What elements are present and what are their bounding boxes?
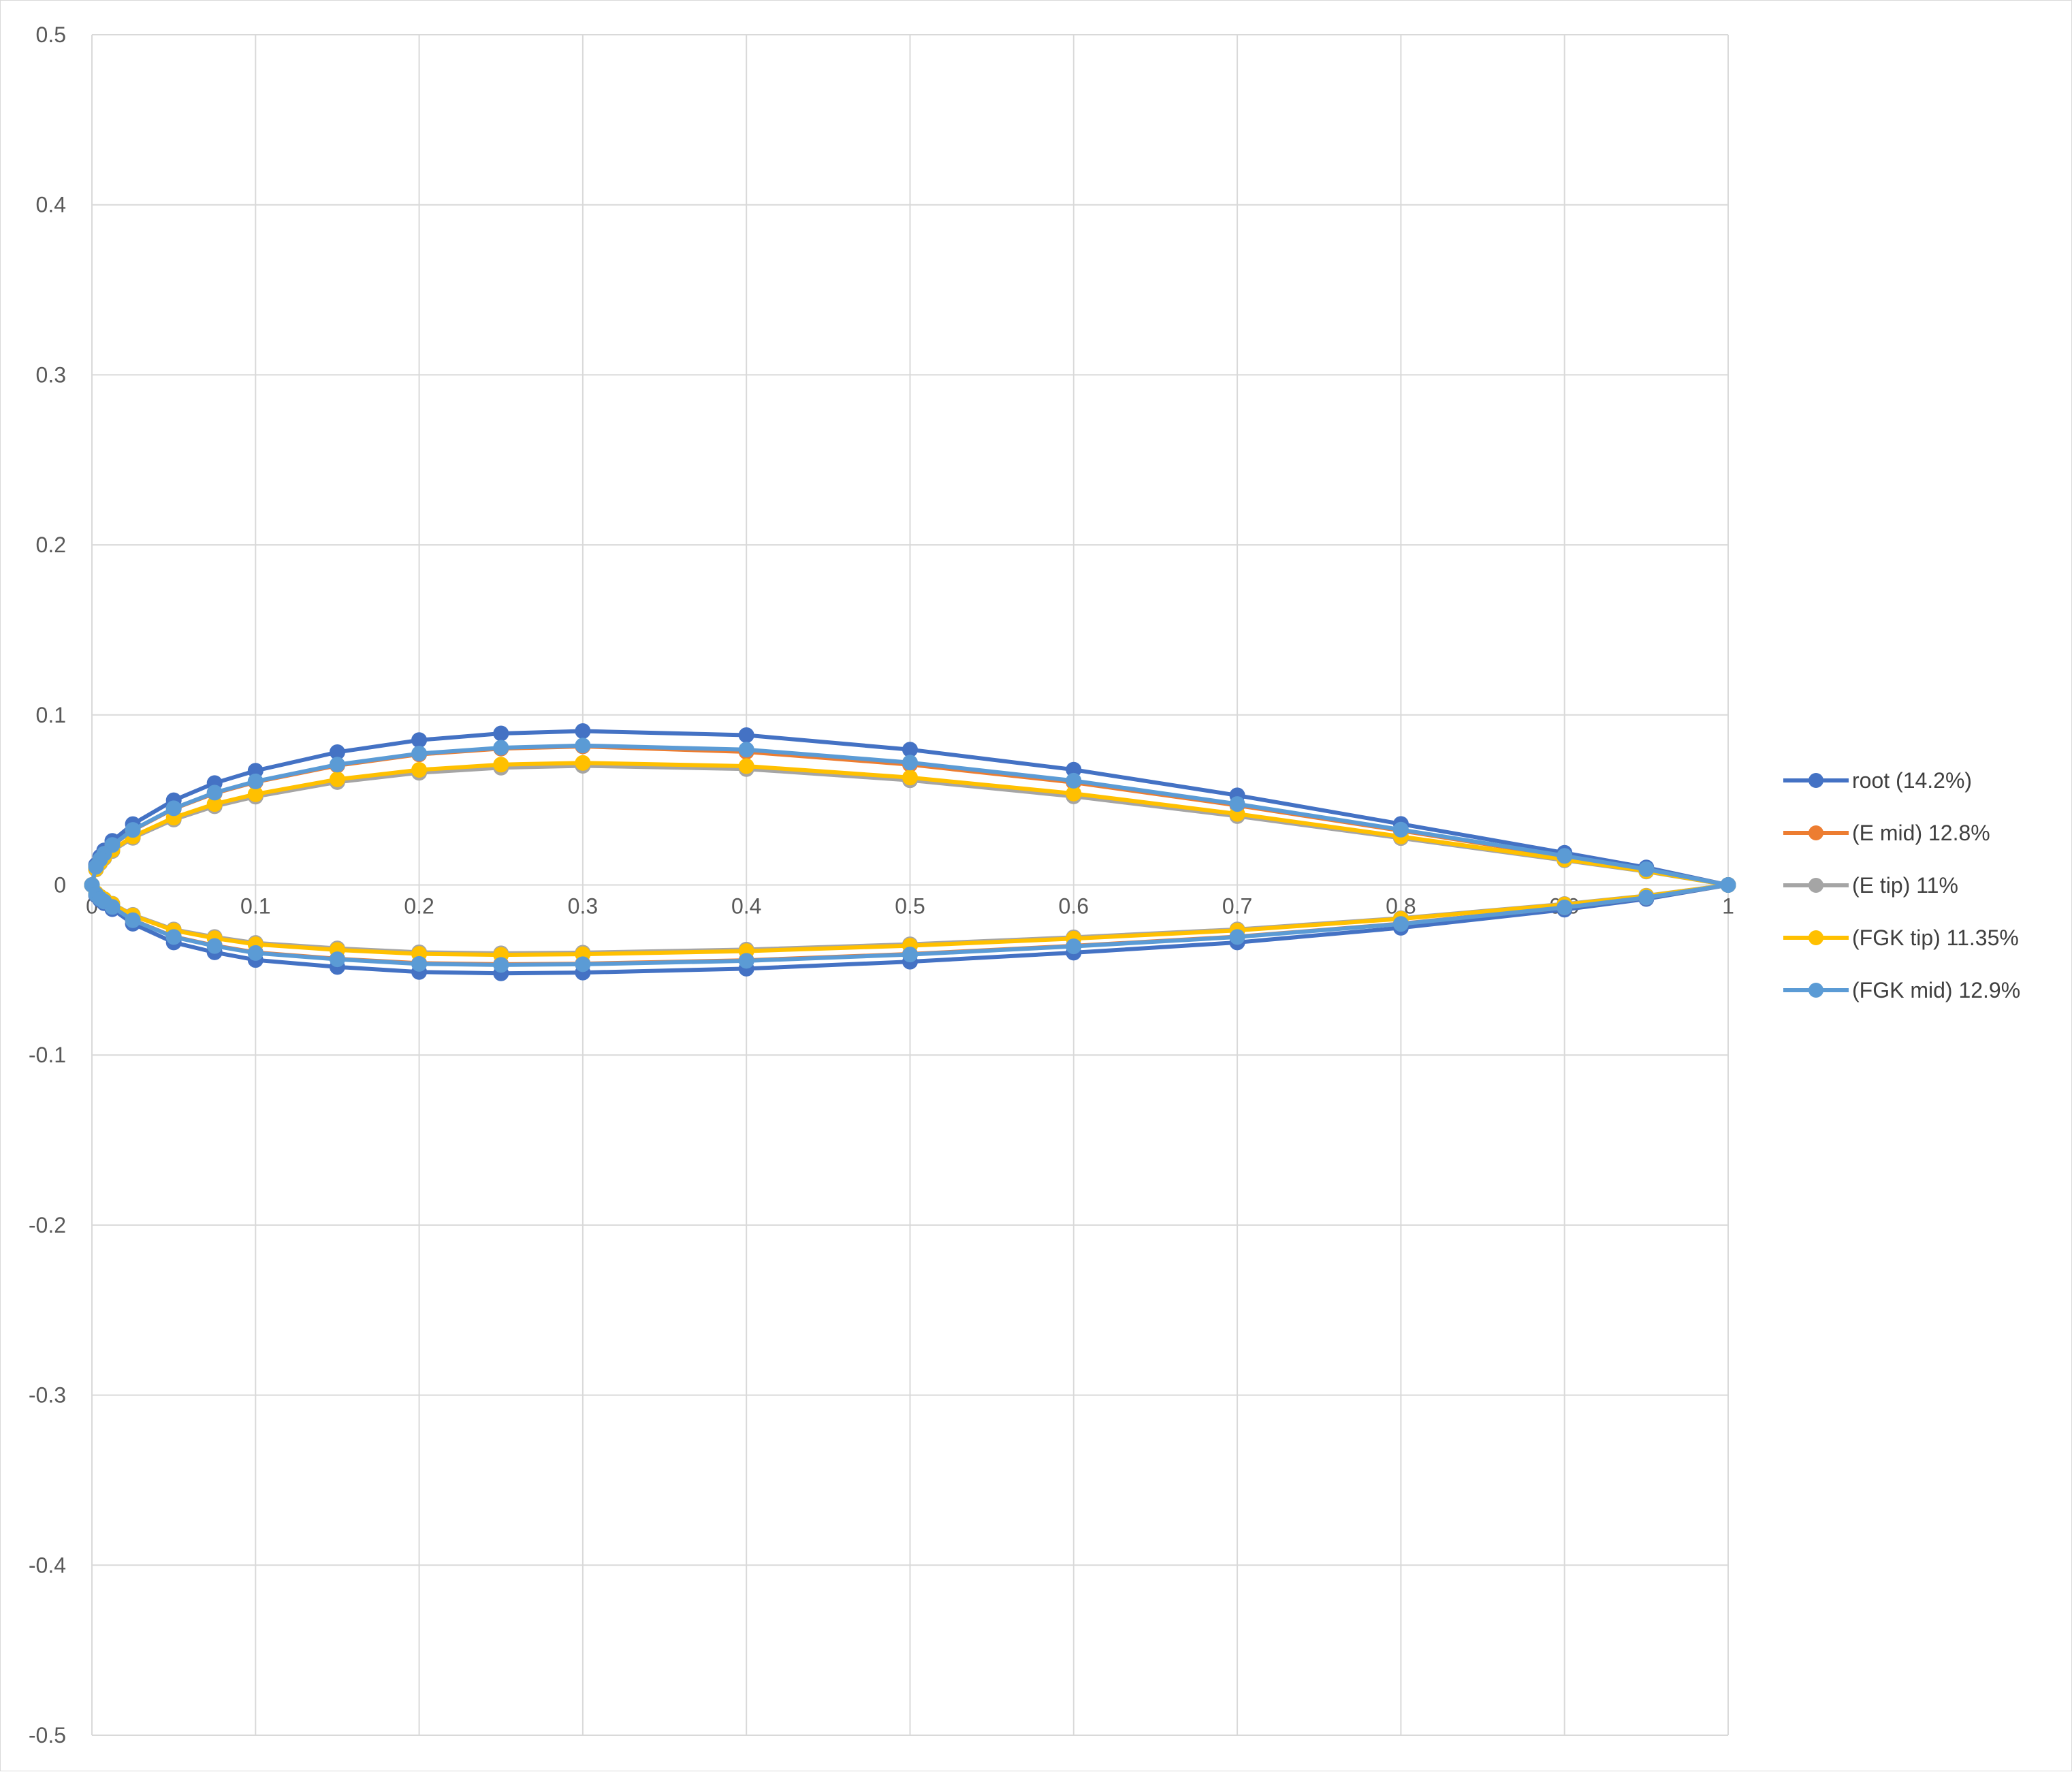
data-point: [329, 757, 345, 773]
data-point: [206, 785, 223, 801]
data-point: [411, 746, 428, 761]
data-point: [575, 956, 591, 972]
legend-label: (FGK tip) 11.35%: [1852, 925, 2019, 950]
legend-marker-swatch: [1808, 878, 1823, 893]
data-point: [1638, 861, 1655, 877]
legend-label: (E mid) 12.8%: [1852, 821, 1990, 845]
data-point: [493, 740, 509, 756]
data-point: [247, 945, 264, 961]
data-point: [329, 951, 345, 968]
y-tick-label: 0.1: [36, 703, 66, 727]
y-tick-label: -0.2: [29, 1213, 66, 1237]
data-point: [738, 742, 754, 758]
data-point: [1392, 821, 1409, 838]
x-tick-label: 0.1: [240, 894, 270, 919]
data-point: [104, 899, 121, 915]
legend-item: (FGK tip) 11.35%: [1783, 925, 2019, 950]
data-point: [125, 912, 141, 928]
legend-item: root (14.2%): [1783, 768, 1972, 793]
legend-marker-swatch: [1808, 825, 1823, 840]
data-point: [902, 770, 918, 786]
data-point: [411, 732, 428, 748]
data-point: [1229, 929, 1245, 945]
data-point: [1066, 938, 1082, 955]
data-point: [88, 859, 104, 875]
gridlines: [91, 34, 1729, 1736]
y-tick-label: -0.1: [29, 1043, 66, 1067]
data-point: [165, 800, 182, 817]
x-tick-label: 0.5: [895, 894, 925, 919]
data-point: [738, 953, 754, 969]
y-tick-label: 0: [54, 873, 66, 898]
legend-item: (E tip) 11%: [1783, 873, 1958, 898]
data-point: [206, 938, 223, 954]
data-point: [125, 822, 141, 838]
legend-item: (E mid) 12.8%: [1783, 821, 1990, 845]
data-point: [1066, 772, 1082, 789]
legend: root (14.2%) (E mid) 12.8% (E tip) 11% (FGK…: [1783, 768, 2020, 1002]
y-tick-label: 0.2: [36, 533, 66, 557]
y-tick-label: -0.4: [29, 1553, 66, 1577]
data-point: [165, 929, 182, 945]
y-tick-label: 0.5: [36, 22, 66, 47]
data-point: [575, 755, 591, 771]
y-tick-label: -0.3: [29, 1383, 66, 1408]
y-tick-label: -0.5: [29, 1723, 66, 1747]
data-point: [1392, 916, 1409, 932]
legend-marker-swatch: [1808, 930, 1823, 945]
y-axis-tick-labels: 0.5 0.4 0.3 0.2 0.1 0 -0.1 -0.2 -0.3 -0.4 -0.5: [29, 22, 66, 1747]
x-tick-label: 0.4: [731, 894, 761, 919]
series-4: [84, 738, 1736, 973]
legend-label: (E tip) 11%: [1852, 873, 1958, 898]
data-point: [493, 725, 509, 742]
legend-marker-swatch: [1808, 773, 1823, 788]
x-tick-label: 1: [1722, 894, 1734, 919]
x-tick-label: 0.7: [1222, 894, 1252, 919]
data-point: [575, 738, 591, 754]
data-point: [247, 773, 264, 789]
x-tick-label: 0.2: [404, 894, 434, 919]
x-tick-label: 0.3: [568, 894, 598, 919]
data-point: [1638, 889, 1655, 906]
data-point: [738, 758, 754, 774]
data-point: [1720, 877, 1736, 893]
data-point: [1557, 900, 1573, 915]
data-point: [1229, 796, 1245, 812]
data-point: [575, 723, 591, 739]
y-tick-label: 0.3: [36, 362, 66, 387]
data-point: [411, 762, 428, 778]
data-point: [902, 755, 918, 771]
data-point: [493, 957, 509, 973]
series-layer: [84, 723, 1736, 981]
data-point: [411, 955, 428, 972]
data-point: [738, 727, 754, 743]
x-tick-label: 0.6: [1059, 894, 1089, 919]
data-point: [1557, 848, 1573, 864]
data-point: [902, 947, 918, 963]
legend-label: root (14.2%): [1852, 768, 1972, 793]
legend-marker-swatch: [1808, 983, 1823, 998]
legend-item: (FGK mid) 12.9%: [1783, 978, 2020, 1002]
data-point: [493, 757, 509, 773]
data-point: [329, 771, 345, 787]
legend-label: (FGK mid) 12.9%: [1852, 978, 2020, 1002]
y-tick-label: 0.4: [36, 193, 66, 217]
